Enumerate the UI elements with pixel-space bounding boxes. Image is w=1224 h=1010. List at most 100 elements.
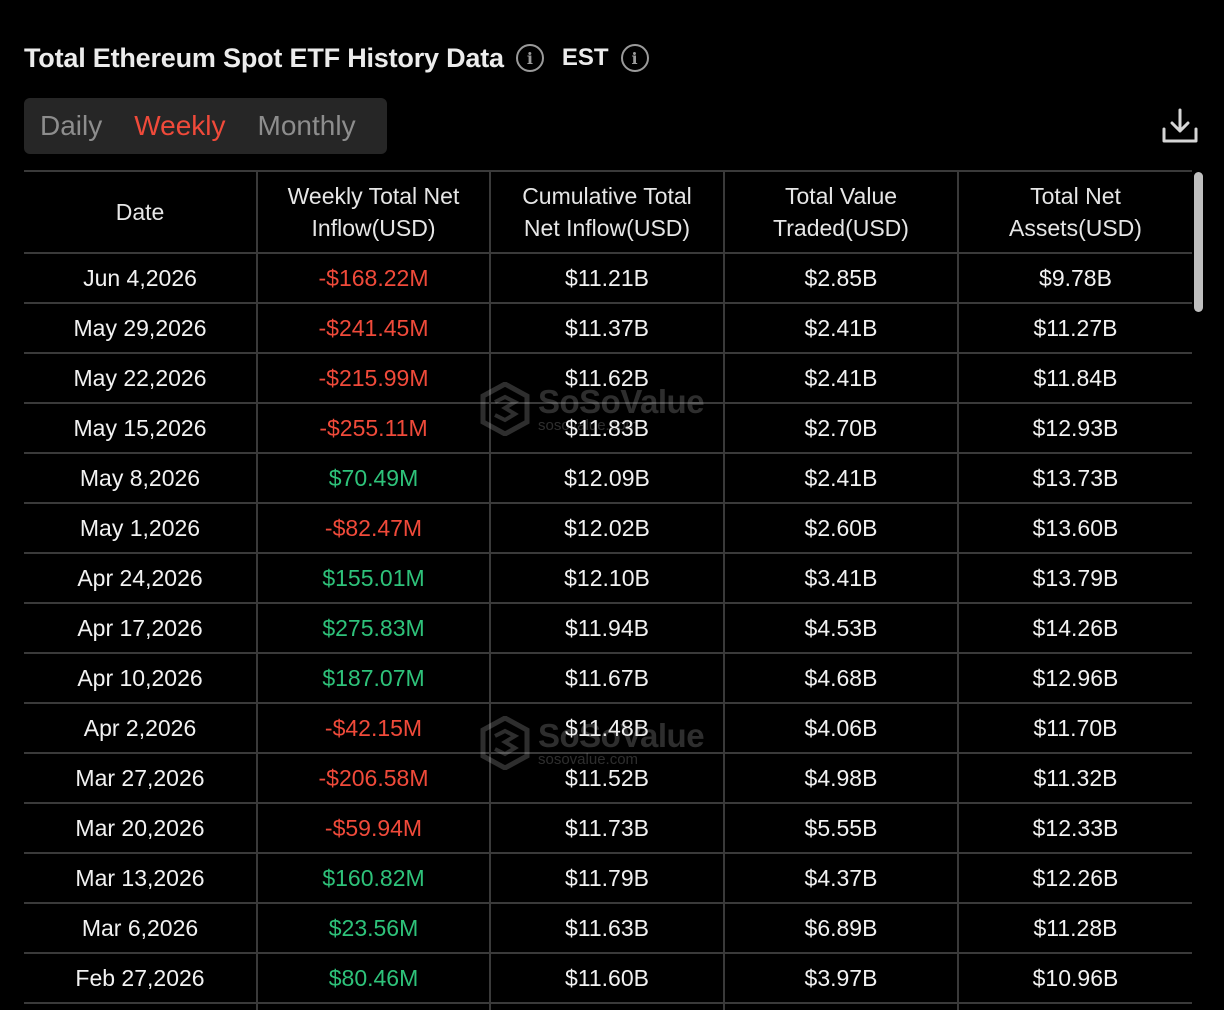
cell-date: Apr 24,2026 xyxy=(24,552,258,604)
cell-cumulative-inflow: $11.73B xyxy=(489,802,725,854)
table-row[interactable]: May 15,2026 -$255.11M $11.83B $2.70B $12.93B xyxy=(24,402,1192,454)
table-row[interactable]: Apr 24,2026 $155.01M $12.10B $3.41B $13.79B xyxy=(24,552,1192,604)
cell-weekly-inflow: -$82.47M xyxy=(256,502,491,554)
table-row[interactable]: Mar 6,2026 $23.56M $11.63B $6.89B $11.28B xyxy=(24,902,1192,954)
cell-cumulative-inflow: $11.37B xyxy=(489,302,725,354)
table-row[interactable]: Mar 13,2026 $160.82M $11.79B $4.37B $12.26B xyxy=(24,852,1192,904)
cell-value-traded: $4.68B xyxy=(723,652,959,704)
cell-date: Mar 27,2026 xyxy=(24,752,258,804)
cell-weekly-inflow: $160.82M xyxy=(256,852,491,904)
table-row[interactable]: Apr 2,2026 -$42.15M $11.48B $4.06B $11.70B xyxy=(24,702,1192,754)
cell-weekly-inflow: -$241.45M xyxy=(256,302,491,354)
cell-date: May 1,2026 xyxy=(24,502,258,554)
cell-value-traded: $2.41B xyxy=(723,452,959,504)
cell-net-assets: $12.93B xyxy=(957,402,1192,454)
cell-net-assets: $11.27B xyxy=(957,302,1192,354)
table-row[interactable]: Jun 4,2026 -$168.22M $11.21B $2.85B $9.78B xyxy=(24,252,1192,304)
tab-monthly[interactable]: Monthly xyxy=(257,110,356,141)
cell-cumulative-inflow: $11.60B xyxy=(489,952,725,1004)
cell-date: Jun 4,2026 xyxy=(24,252,258,304)
cell-value-traded: $4.37B xyxy=(723,852,959,904)
tab-daily[interactable]: Daily xyxy=(40,110,103,141)
cell-date: Apr 17,2026 xyxy=(24,602,258,654)
cell-date: Apr 2,2026 xyxy=(24,702,258,754)
cell-date: May 29,2026 xyxy=(24,302,258,354)
table-row[interactable]: Apr 10,2026 $187.07M $11.67B $4.68B $12.96B xyxy=(24,652,1192,704)
cell-weekly-inflow: $23.56M xyxy=(256,902,491,954)
cell-net-assets: $11.32B xyxy=(957,752,1192,804)
cell-cumulative-inflow: $12.10B xyxy=(489,552,725,604)
cell-net-assets: $11.84B xyxy=(957,352,1192,404)
cell-weekly-inflow: -$255.11M xyxy=(256,402,491,454)
download-icon xyxy=(1162,108,1198,143)
cell-weekly-inflow: -$168.22M xyxy=(256,252,491,304)
cell-date: May 22,2026 xyxy=(24,352,258,404)
cell-date: May 8,2026 xyxy=(24,452,258,504)
timezone-info-icon[interactable]: i xyxy=(620,44,649,72)
period-tabs: Daily Weekly Monthly xyxy=(24,98,387,154)
cell-date: May 15,2026 xyxy=(24,402,258,454)
cell-value-traded: $4.98B xyxy=(723,752,959,804)
table-row[interactable]: Apr 17,2026 $275.83M $11.94B $4.53B $14.26B xyxy=(24,602,1192,654)
cell-net-assets: $12.33B xyxy=(957,802,1192,854)
cell-cumulative-inflow: $11.83B xyxy=(489,402,725,454)
table-scrollbar[interactable] xyxy=(1194,172,1203,312)
cell-cumulative-inflow: $11.62B xyxy=(489,352,725,404)
cell-value-traded: $5.55B xyxy=(723,802,959,854)
table-row[interactable]: Mar 20,2026 -$59.94M $11.73B $5.55B $12.33B xyxy=(24,802,1192,854)
cell-net-assets xyxy=(957,1002,1192,1010)
download-button[interactable] xyxy=(1160,106,1200,146)
cell-net-assets: $10.96B xyxy=(957,952,1192,1004)
history-table-container[interactable]: Date Weekly Total Net Inflow(USD) Cumula… xyxy=(24,170,1192,1010)
cell-value-traded: $2.85B xyxy=(723,252,959,304)
table-row[interactable]: May 1,2026 -$82.47M $12.02B $2.60B $13.60B xyxy=(24,502,1192,554)
column-header-cumulative-inflow[interactable]: Cumulative Total Net Inflow(USD) xyxy=(489,170,725,254)
cell-weekly-inflow: $275.83M xyxy=(256,602,491,654)
cell-date: Mar 20,2026 xyxy=(24,802,258,854)
cell-value-traded: $6.89B xyxy=(723,902,959,954)
cell-value-traded: $2.41B xyxy=(723,302,959,354)
column-header-date[interactable]: Date xyxy=(24,170,258,254)
cell-date: Feb 27,2026 xyxy=(24,952,258,1004)
table-row[interactable]: May 22,2026 -$215.99M $11.62B $2.41B $11.84B xyxy=(24,352,1192,404)
cell-date: Mar 6,2026 xyxy=(24,902,258,954)
cell-weekly-inflow: $155.01M xyxy=(256,552,491,604)
cell-value-traded xyxy=(723,1002,959,1010)
table-row[interactable] xyxy=(24,1002,1192,1010)
cell-cumulative-inflow: $11.79B xyxy=(489,852,725,904)
cell-weekly-inflow xyxy=(256,1002,491,1010)
cell-net-assets: $12.26B xyxy=(957,852,1192,904)
cell-net-assets: $11.70B xyxy=(957,702,1192,754)
column-header-value-traded[interactable]: Total Value Traded(USD) xyxy=(723,170,959,254)
cell-value-traded: $2.60B xyxy=(723,502,959,554)
cell-date: Mar 13,2026 xyxy=(24,852,258,904)
history-table: Date Weekly Total Net Inflow(USD) Cumula… xyxy=(24,170,1192,1010)
panel-header: Total Ethereum Spot ETF History Data i E… xyxy=(24,38,649,78)
cell-net-assets: $13.73B xyxy=(957,452,1192,504)
cell-cumulative-inflow: $11.52B xyxy=(489,752,725,804)
cell-weekly-inflow: -$215.99M xyxy=(256,352,491,404)
cell-cumulative-inflow: $11.21B xyxy=(489,252,725,304)
cell-net-assets: $9.78B xyxy=(957,252,1192,304)
cell-value-traded: $2.41B xyxy=(723,352,959,404)
cell-weekly-inflow: $80.46M xyxy=(256,952,491,1004)
table-row[interactable]: May 29,2026 -$241.45M $11.37B $2.41B $11.27B xyxy=(24,302,1192,354)
cell-value-traded: $3.41B xyxy=(723,552,959,604)
column-header-weekly-inflow[interactable]: Weekly Total Net Inflow(USD) xyxy=(256,170,491,254)
column-header-net-assets[interactable]: Total Net Assets(USD) xyxy=(957,170,1192,254)
cell-net-assets: $14.26B xyxy=(957,602,1192,654)
cell-weekly-inflow: -$206.58M xyxy=(256,752,491,804)
table-row[interactable]: Mar 27,2026 -$206.58M $11.52B $4.98B $11.32B xyxy=(24,752,1192,804)
cell-cumulative-inflow: $11.94B xyxy=(489,602,725,654)
table-body: Jun 4,2026 -$168.22M $11.21B $2.85B $9.78B Ma… xyxy=(24,252,1192,1010)
info-icon[interactable]: i xyxy=(515,44,544,72)
cell-date xyxy=(24,1002,258,1010)
cell-value-traded: $3.97B xyxy=(723,952,959,1004)
table-row[interactable]: Feb 27,2026 $80.46M $11.60B $3.97B $10.96B xyxy=(24,952,1192,1004)
table-row[interactable]: May 8,2026 $70.49M $12.09B $2.41B $13.73B xyxy=(24,452,1192,504)
table-header-row: Date Weekly Total Net Inflow(USD) Cumula… xyxy=(24,170,1192,254)
timezone-label: EST xyxy=(561,44,609,71)
tab-weekly[interactable]: Weekly xyxy=(134,110,226,141)
cell-cumulative-inflow xyxy=(489,1002,725,1010)
